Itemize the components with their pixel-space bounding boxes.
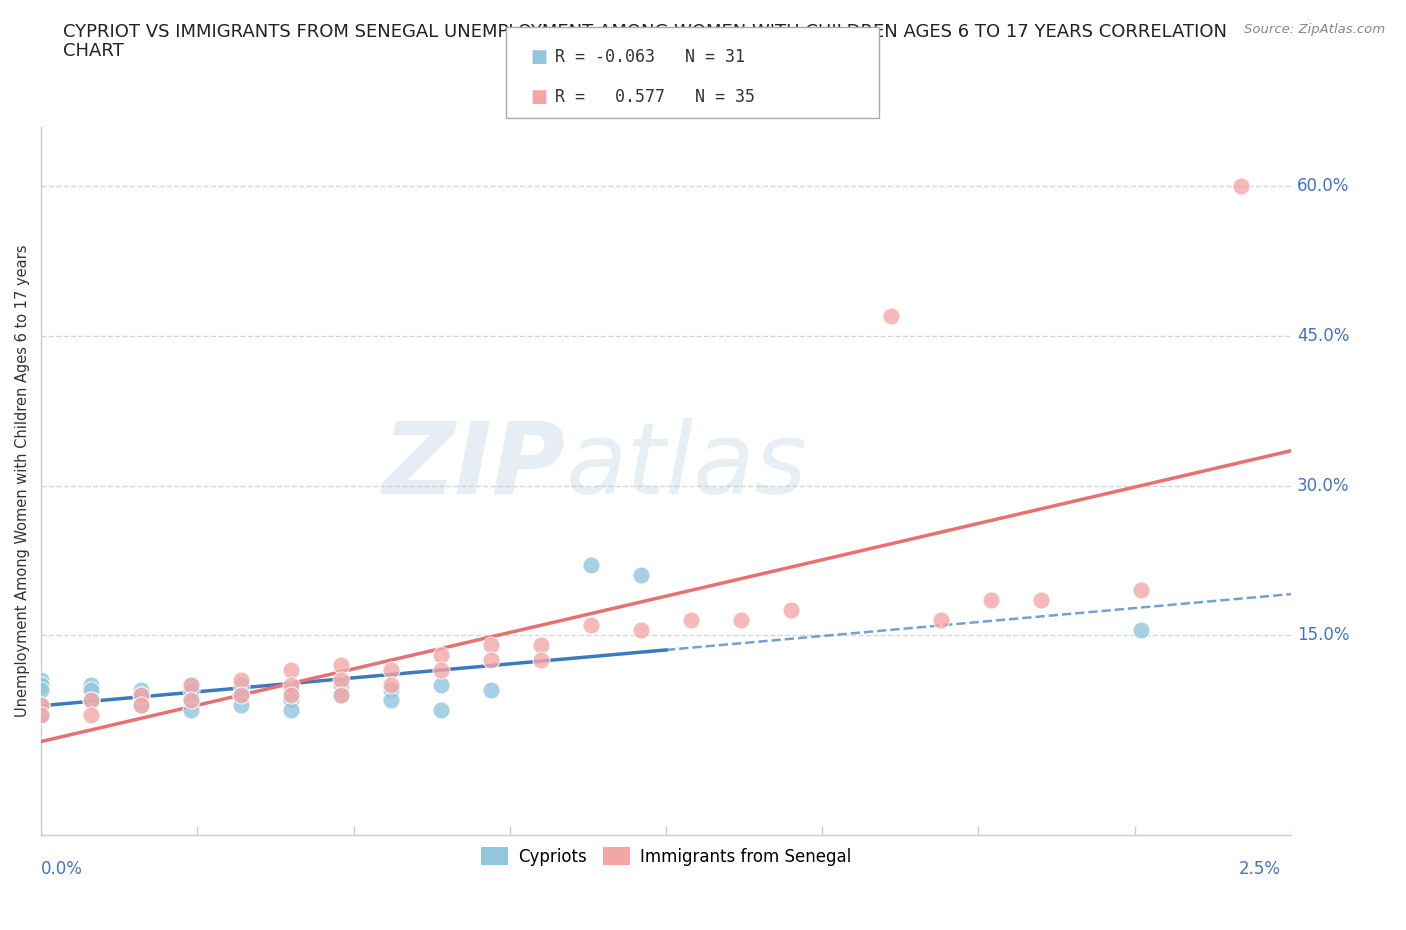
Point: [579, 618, 602, 632]
Point: [229, 678, 252, 693]
Point: [280, 662, 302, 677]
Point: [1230, 179, 1253, 193]
Text: ■: ■: [530, 87, 547, 106]
Point: [180, 678, 202, 693]
Point: [530, 653, 553, 668]
Point: [180, 702, 202, 717]
Point: [1129, 623, 1152, 638]
Point: [80, 708, 103, 723]
Text: atlas: atlas: [567, 418, 807, 515]
Point: [30, 672, 52, 687]
Point: [229, 687, 252, 702]
Point: [229, 672, 252, 687]
Point: [330, 672, 353, 687]
Point: [929, 613, 952, 628]
Point: [180, 693, 202, 708]
Point: [579, 558, 602, 573]
Point: [229, 698, 252, 712]
Text: CYPRIOT VS IMMIGRANTS FROM SENEGAL UNEMPLOYMENT AMONG WOMEN WITH CHILDREN AGES 6: CYPRIOT VS IMMIGRANTS FROM SENEGAL UNEMP…: [63, 23, 1227, 41]
Point: [479, 638, 502, 653]
Point: [80, 693, 103, 708]
Point: [430, 678, 453, 693]
Point: [630, 623, 652, 638]
Point: [880, 309, 903, 324]
Point: [780, 603, 803, 618]
Text: ■: ■: [530, 47, 547, 66]
Point: [30, 708, 52, 723]
Point: [180, 693, 202, 708]
Point: [80, 683, 103, 698]
Point: [330, 687, 353, 702]
Point: [280, 693, 302, 708]
Point: [129, 698, 152, 712]
Point: [280, 678, 302, 693]
Point: [30, 698, 52, 712]
Point: [30, 708, 52, 723]
Text: CHART: CHART: [63, 42, 124, 60]
Point: [330, 658, 353, 672]
Text: R =   0.577   N = 35: R = 0.577 N = 35: [555, 87, 755, 106]
Point: [530, 638, 553, 653]
Point: [730, 613, 752, 628]
Text: 0.0%: 0.0%: [41, 859, 83, 878]
Point: [30, 678, 52, 693]
Point: [330, 687, 353, 702]
Point: [30, 683, 52, 698]
Point: [129, 698, 152, 712]
Point: [80, 678, 103, 693]
Point: [229, 687, 252, 702]
Point: [280, 683, 302, 698]
Point: [129, 687, 152, 702]
Text: 60.0%: 60.0%: [1298, 178, 1350, 195]
Point: [479, 683, 502, 698]
Text: R = -0.063   N = 31: R = -0.063 N = 31: [555, 47, 745, 66]
Point: [380, 678, 402, 693]
Legend: Cypriots, Immigrants from Senegal: Cypriots, Immigrants from Senegal: [474, 841, 858, 872]
Point: [430, 702, 453, 717]
Point: [180, 683, 202, 698]
Point: [129, 687, 152, 702]
Point: [330, 678, 353, 693]
Point: [80, 693, 103, 708]
Text: 2.5%: 2.5%: [1239, 859, 1281, 878]
Point: [980, 592, 1002, 607]
Point: [479, 653, 502, 668]
Point: [430, 662, 453, 677]
Point: [430, 647, 453, 662]
Text: Source: ZipAtlas.com: Source: ZipAtlas.com: [1244, 23, 1385, 36]
Point: [30, 698, 52, 712]
Y-axis label: Unemployment Among Women with Children Ages 6 to 17 years: Unemployment Among Women with Children A…: [15, 245, 30, 717]
Point: [180, 678, 202, 693]
Point: [280, 702, 302, 717]
Text: 15.0%: 15.0%: [1298, 626, 1350, 644]
Point: [280, 687, 302, 702]
Point: [1029, 592, 1052, 607]
Point: [380, 693, 402, 708]
Text: 30.0%: 30.0%: [1298, 476, 1350, 495]
Text: 45.0%: 45.0%: [1298, 327, 1350, 345]
Point: [630, 568, 652, 583]
Point: [129, 683, 152, 698]
Point: [380, 683, 402, 698]
Point: [1129, 583, 1152, 598]
Point: [380, 662, 402, 677]
Text: ZIP: ZIP: [382, 418, 567, 515]
Point: [679, 613, 702, 628]
